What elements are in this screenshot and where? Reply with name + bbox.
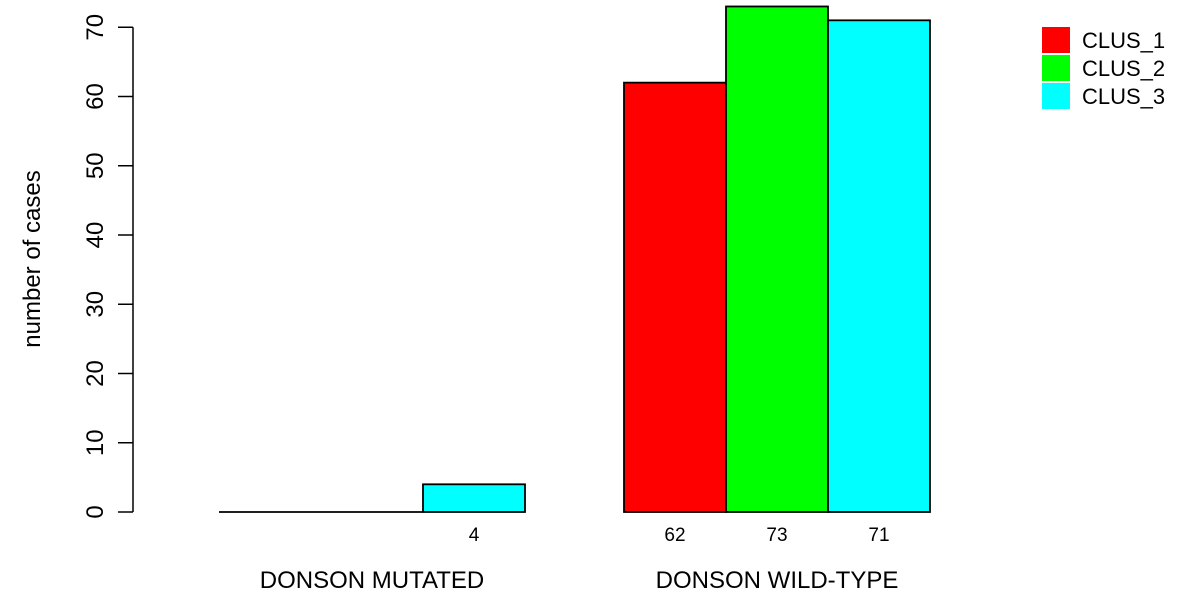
data-label: 71 [868, 525, 889, 546]
legend-swatch [1042, 83, 1070, 109]
bar-clus-2-1 [725, 5, 829, 513]
y-tick-label: 20 [82, 360, 109, 387]
legend-swatch [1042, 55, 1070, 81]
category-label: DONSON MUTATED [260, 567, 484, 593]
y-tick-label: 10 [82, 429, 109, 456]
bar-clus-3-1 [827, 19, 931, 513]
category-label: DONSON WILD-TYPE [656, 567, 899, 593]
y-tick-label: 40 [82, 222, 109, 249]
category-labels: DONSON MUTATED DONSON WILD-TYPE [260, 567, 899, 593]
data-label: 62 [664, 525, 685, 546]
y-tick-label: 60 [82, 83, 109, 110]
y-tick-label: 70 [82, 14, 109, 41]
y-tick-label: 0 [82, 505, 109, 518]
legend: CLUS_1 CLUS_2 CLUS_3 [1042, 27, 1165, 109]
bars [219, 5, 931, 513]
data-labels: 4 62 73 71 [469, 525, 890, 546]
bar-clus-3-0 [422, 483, 526, 513]
bar-clus-1-1 [623, 81, 727, 513]
data-label: 4 [469, 525, 480, 546]
legend-swatch [1042, 27, 1070, 53]
y-tick-label: 50 [82, 152, 109, 179]
y-tick-label: 30 [82, 291, 109, 318]
legend-label: CLUS_2 [1082, 56, 1165, 81]
y-axis-title: number of cases [19, 170, 46, 347]
y-axis: 0 10 20 30 40 50 60 70 [82, 14, 134, 519]
legend-label: CLUS_1 [1082, 28, 1165, 53]
legend-label: CLUS_3 [1082, 84, 1165, 109]
data-label: 73 [766, 525, 787, 546]
